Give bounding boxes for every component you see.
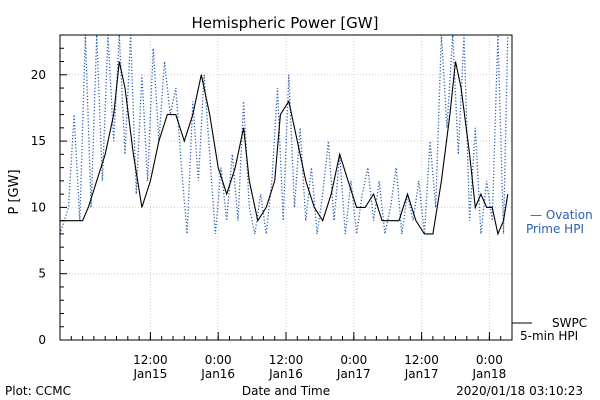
x-tick-label: 12:00 (269, 353, 304, 367)
legend-swpc-line1: SWPC (552, 316, 587, 330)
grid-lines (60, 35, 512, 341)
x-axis-ticks: 12:00Jan150:00Jan1612:00Jan160:00Jan1712… (59, 332, 513, 381)
y-tick-label: 5 (38, 267, 46, 281)
y-tick-label: 20 (31, 68, 46, 82)
x-tick-label: 0:00 (476, 353, 503, 367)
series-swpc-line (60, 61, 509, 236)
plot-credit: Plot: CCMC (5, 384, 71, 398)
x-tick-sublabel: Jan16 (200, 367, 235, 381)
x-tick-sublabel: Jan18 (472, 367, 507, 381)
x-tick-label: 0:00 (205, 353, 232, 367)
series-lines (59, 34, 509, 236)
y-tick-label: 10 (31, 200, 46, 214)
series-ovation-prime-line (59, 34, 509, 235)
legend-ovation-line1: — Ovation (530, 208, 593, 222)
y-axis-label: P [GW] (7, 169, 22, 214)
legend-ovation-line2: Prime HPI (526, 222, 584, 236)
x-tick-sublabel: Jan15 (133, 367, 168, 381)
x-tick-sublabel: Jan16 (268, 367, 303, 381)
x-tick-sublabel: Jan17 (404, 367, 439, 381)
plot-timestamp: 2020/01/18 03:10:23 (456, 384, 583, 398)
x-axis-label: Date and Time (242, 384, 330, 398)
y-axis-ticks: 0 5 10 15 20 (31, 47, 67, 347)
chart-title: Hemispheric Power [GW] (192, 14, 379, 32)
x-tick-label: 0:00 (340, 353, 367, 367)
x-tick-label: 12:00 (133, 353, 168, 367)
legend-swpc-line2: 5-min HPI (520, 329, 578, 343)
y-tick-label: 0 (38, 333, 46, 347)
y-tick-label: 15 (31, 134, 46, 148)
x-tick-sublabel: Jan17 (336, 367, 371, 381)
x-tick-label: 12:00 (404, 353, 439, 367)
